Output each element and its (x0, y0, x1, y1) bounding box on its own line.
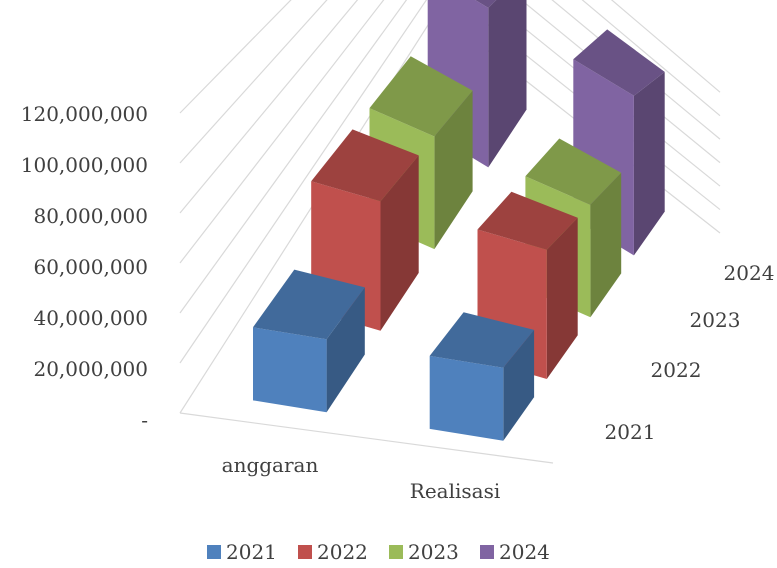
bar-top-face (429, 312, 535, 368)
y-tick-label: 80,000,000 (33, 204, 148, 228)
bar-top-face (573, 29, 665, 96)
bar-side-face (380, 155, 419, 331)
legend-swatch-2023 (389, 545, 403, 559)
bar-top-face (475, 0, 497, 8)
bar-side-face (326, 287, 365, 413)
bar-top-face (311, 129, 419, 202)
y-tick-label: 40,000,000 (33, 306, 148, 330)
legend-label-2024: 2024 (499, 540, 550, 564)
legend: 2021 2022 2023 2024 (207, 540, 550, 564)
depth-label-2022: 2022 (651, 358, 702, 382)
legend-swatch-2021 (207, 545, 221, 559)
legend-label-2023: 2023 (408, 540, 459, 564)
legend-swatch-2024 (480, 545, 494, 559)
y-tick-label: 100,000,000 (21, 153, 148, 177)
bar-front-face (253, 327, 327, 413)
y-tick-label: 20,000,000 (33, 357, 148, 381)
bar-front-face (429, 355, 504, 441)
bar-side-face (434, 90, 473, 250)
category-axis-labels: anggaran Realisasi (222, 453, 501, 503)
depth-axis-labels: 2021 2022 2023 2024 (605, 261, 775, 444)
legend-label-2022: 2022 (317, 540, 368, 564)
legend-label-2021: 2021 (226, 540, 277, 564)
bar-2021-anggaran (253, 269, 365, 413)
bars (253, 0, 665, 441)
bar-top-face (369, 56, 473, 137)
gridline (179, 0, 721, 164)
bar-side-face (503, 329, 535, 441)
depth-label-2024: 2024 (724, 261, 775, 285)
y-tick-label: - (141, 408, 148, 432)
bar-side-face (488, 0, 527, 168)
bar-top-face (525, 138, 622, 205)
bar-side-face (590, 172, 622, 318)
y-axis-tick-labels: - 20,000,000 40,000,000 60,000,000 80,00… (21, 102, 148, 432)
y-tick-label: 120,000,000 (21, 102, 148, 126)
category-label-realisasi: Realisasi (410, 479, 500, 503)
category-label-anggaran: anggaran (222, 453, 319, 477)
bar-top-face (477, 191, 578, 250)
bar-side-face (546, 217, 578, 379)
bar-side-face (633, 71, 665, 256)
gridline (179, 0, 721, 114)
depth-label-2023: 2023 (690, 308, 741, 332)
legend-swatch-2022 (298, 545, 312, 559)
y-tick-label: 60,000,000 (33, 255, 148, 279)
depth-label-2021: 2021 (605, 420, 656, 444)
floor-front-edge (179, 412, 554, 464)
bar-top-face (253, 269, 365, 340)
bar-2021-realisasi (429, 312, 535, 441)
